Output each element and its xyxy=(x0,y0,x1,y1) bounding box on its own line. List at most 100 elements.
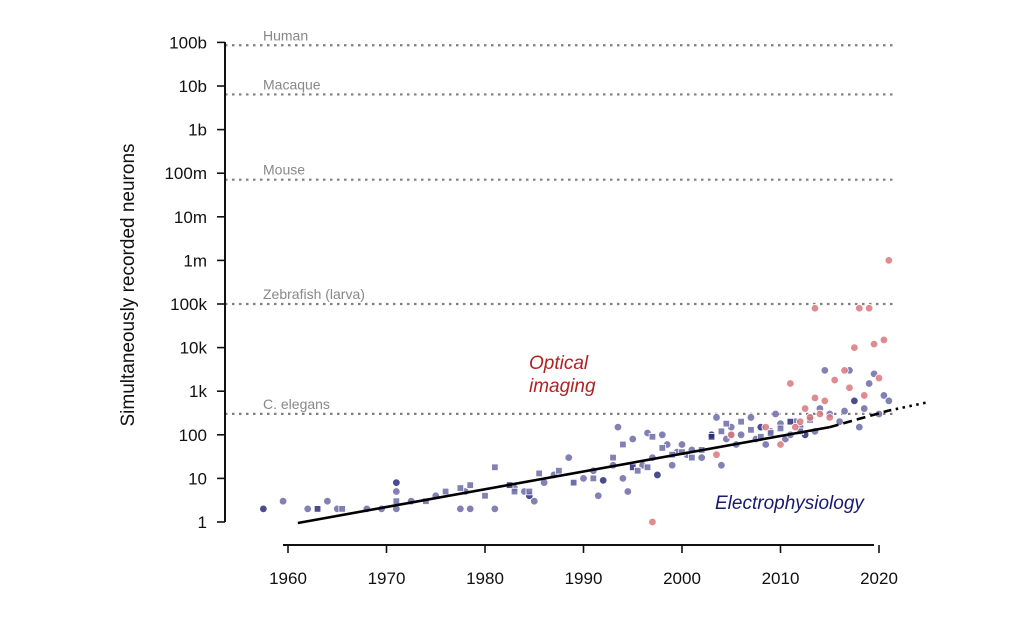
x-tick-label: 2000 xyxy=(663,569,701,588)
y-tick-label: 10b xyxy=(179,77,207,96)
y-tick-label: 1b xyxy=(188,121,207,140)
data-point-square xyxy=(619,440,627,449)
data-point-square xyxy=(658,444,666,452)
data-point-square xyxy=(338,505,346,513)
data-point-square xyxy=(633,467,642,475)
data-point-square xyxy=(707,433,716,441)
data-point-square xyxy=(648,433,657,441)
optical-data-point xyxy=(855,304,864,313)
optical-data-point xyxy=(879,335,889,345)
optical-data-point xyxy=(712,450,721,459)
data-point-square xyxy=(535,469,543,478)
reference-label: Macaque xyxy=(263,76,321,92)
trend-line xyxy=(297,400,929,525)
ephys-data-point xyxy=(653,470,662,480)
ephys-data-point xyxy=(850,396,859,406)
data-point-square xyxy=(510,487,519,496)
data-point-square xyxy=(717,427,726,436)
data-point-square xyxy=(466,481,474,489)
ephys-data-point xyxy=(466,504,475,514)
optical-data-point xyxy=(820,396,830,406)
x-tick-label: 2020 xyxy=(860,569,898,588)
ephys-data-point xyxy=(712,413,721,422)
ephys-data-point xyxy=(623,487,633,496)
data-point-square xyxy=(609,453,617,462)
data-point-square xyxy=(456,484,465,492)
optical-data-point xyxy=(845,383,854,392)
ephys-data-point xyxy=(323,496,332,506)
optical-data-point xyxy=(796,417,805,426)
y-tick-label: 100 xyxy=(179,426,207,445)
data-point-square xyxy=(491,463,499,471)
ephys-data-point xyxy=(456,504,465,514)
x-tick-label: 1960 xyxy=(269,569,307,588)
data-point-square xyxy=(589,474,598,483)
trend-line-dotted xyxy=(888,400,929,412)
optical-data-point xyxy=(800,404,810,413)
ephys-data-point xyxy=(392,478,401,487)
optical-data-point xyxy=(727,430,736,439)
y-tick-label: 10 xyxy=(188,469,207,488)
trend-line-solid xyxy=(297,425,830,525)
optical-data-point xyxy=(805,413,815,422)
trend-line-dashed xyxy=(829,409,890,429)
data-point-square xyxy=(525,487,534,496)
x-ticks: 1960 1970 1980 1990 2000 2010 2020 xyxy=(269,545,898,588)
y-axis-title: Simultaneously recorded neurons xyxy=(118,143,139,426)
ephys-data-point xyxy=(860,404,869,413)
ephys-data-point xyxy=(820,366,830,375)
data-point-square xyxy=(688,453,696,462)
ephys-data-point xyxy=(746,413,756,422)
data-point-square xyxy=(555,467,563,475)
y-tick-label: 10k xyxy=(180,339,208,358)
ephys-data-point xyxy=(564,453,573,462)
y-tick-label: 100m xyxy=(164,164,207,183)
data-point-square xyxy=(569,478,578,487)
y-tick-label: 100k xyxy=(170,295,207,314)
ephys-data-point xyxy=(667,461,677,470)
data-point-square xyxy=(737,417,745,426)
ephys-data-point xyxy=(613,422,623,432)
y-tick-label: 1k xyxy=(189,382,207,401)
data-point-square xyxy=(747,426,755,434)
data-points xyxy=(259,256,894,527)
reference-lines: Human Macaque Mouse Zebrafish (larva) C. ele… xyxy=(225,27,895,415)
optical-data-point xyxy=(815,409,825,419)
x-tick-label: 1970 xyxy=(368,569,406,588)
data-point-square xyxy=(722,419,731,428)
data-point-square xyxy=(766,429,775,437)
y-tick-label: 1m xyxy=(183,251,207,270)
reference-label: Human xyxy=(263,27,308,43)
ephys-data-point xyxy=(761,440,770,449)
electrophysiology-label: Electrophysiology xyxy=(715,493,865,514)
y-ticks: 1 10 100 1k 10k 100k 1m 10m 100m 1b 10b 100b xyxy=(164,33,225,532)
ephys-data-point xyxy=(840,406,849,416)
optical-data-point xyxy=(830,375,839,385)
x-tick-label: 1980 xyxy=(466,569,504,588)
ephys-data-point xyxy=(658,430,667,439)
optical-data-point xyxy=(791,422,800,432)
optical-data-point xyxy=(761,422,770,432)
ephys-data-point xyxy=(677,440,687,449)
optical-data-point xyxy=(648,517,657,527)
ephys-data-point xyxy=(530,496,539,506)
data-point-square xyxy=(481,492,489,500)
y-tick-label: 100b xyxy=(169,33,207,52)
optical-data-point xyxy=(810,304,820,313)
ephys-data-point xyxy=(884,396,894,406)
optical-data-point xyxy=(825,413,834,422)
x-tick-label: 1990 xyxy=(565,569,603,588)
ephys-data-point xyxy=(594,491,603,500)
ephys-data-point xyxy=(490,504,500,514)
ephys-data-point xyxy=(717,461,726,470)
ephys-data-point xyxy=(303,504,312,514)
optical-data-point xyxy=(884,256,894,265)
ephys-data-point xyxy=(278,496,288,506)
y-tick-label: 1 xyxy=(198,513,207,532)
ephys-data-point xyxy=(771,409,780,419)
ephys-data-point xyxy=(628,434,637,444)
ephys-data-point xyxy=(864,379,874,388)
optical-data-point xyxy=(786,379,795,388)
reference-label: Zebrafish (larva) xyxy=(263,286,365,302)
